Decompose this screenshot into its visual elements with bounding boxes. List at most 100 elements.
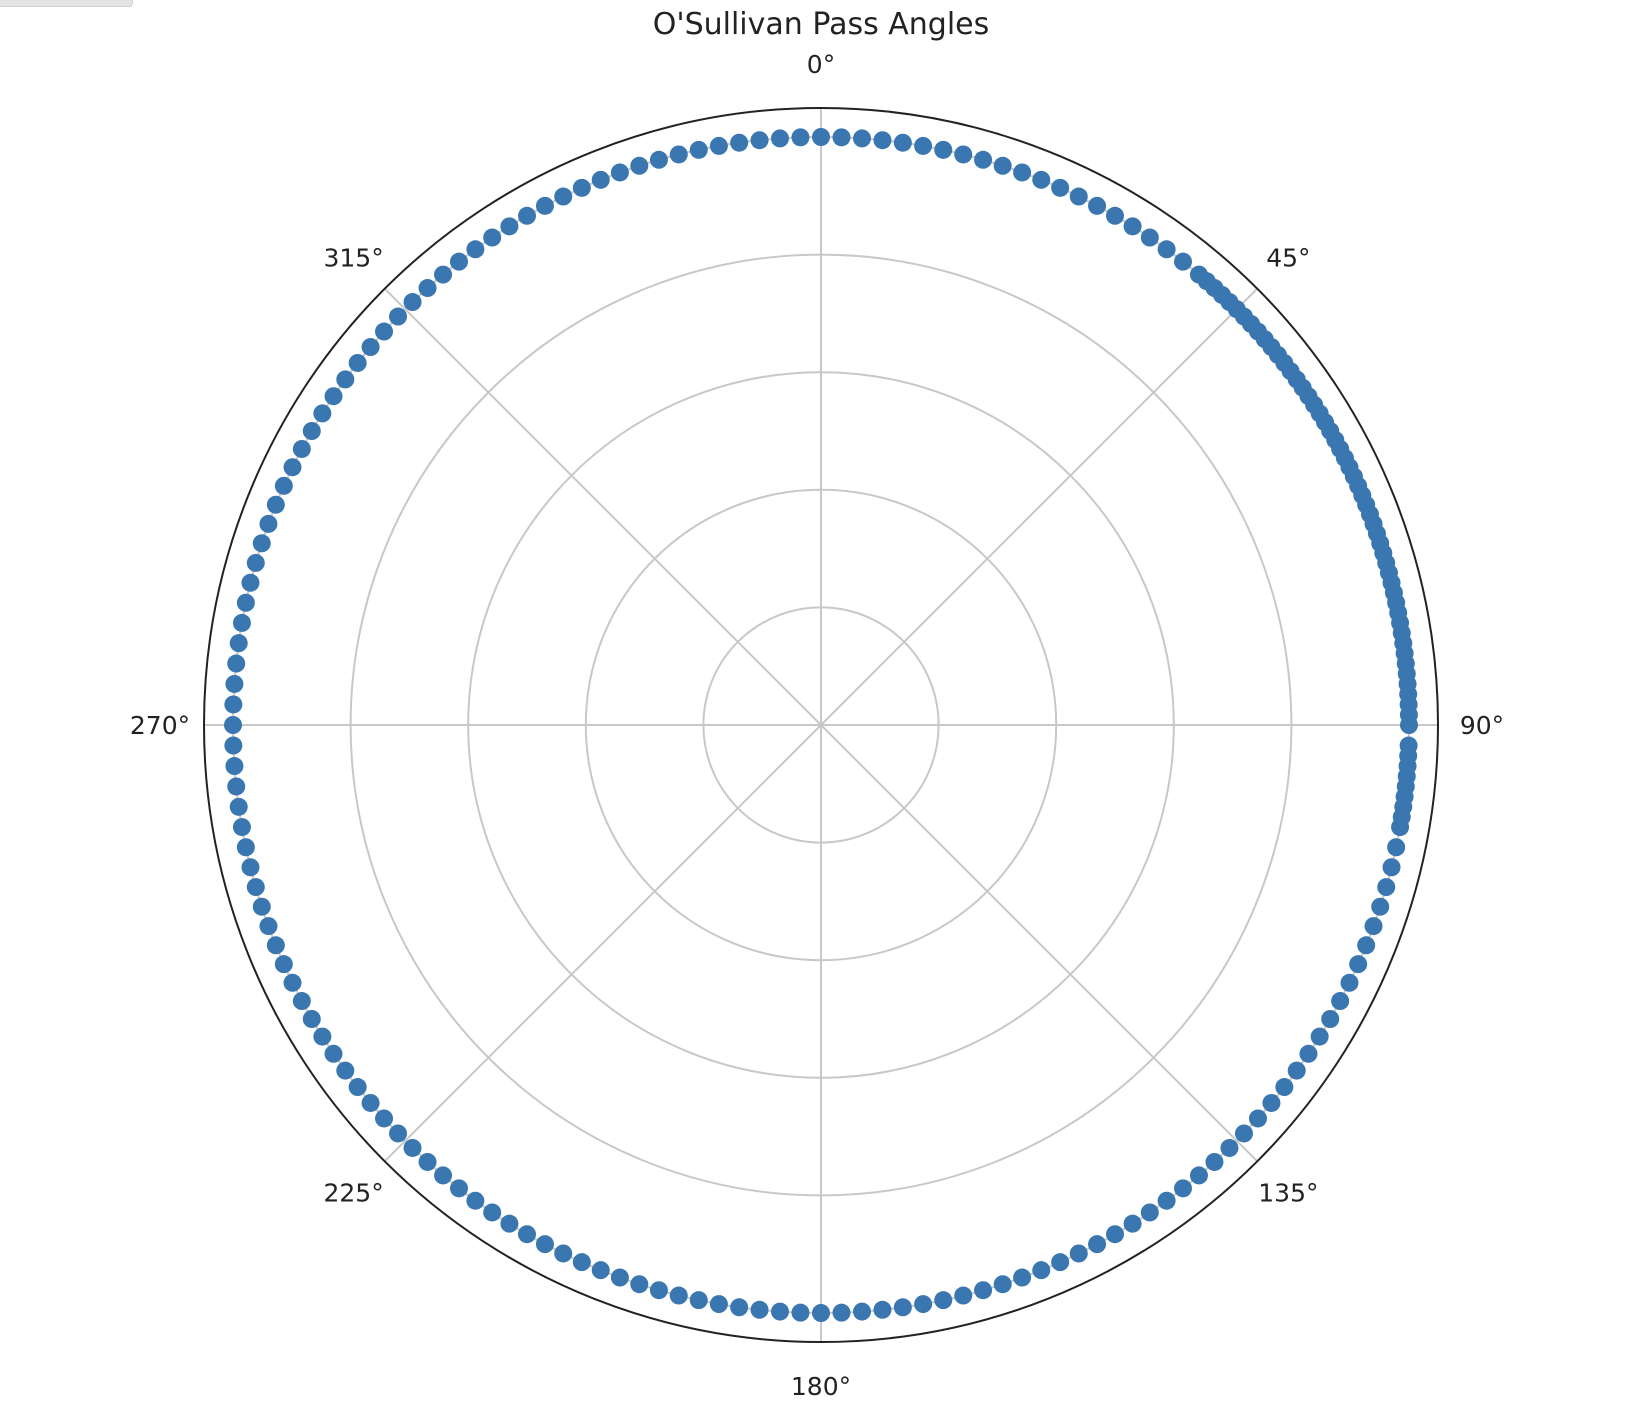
data-point [709,1295,728,1314]
data-point [1287,1061,1306,1080]
data-point [274,955,293,974]
data-point [669,145,688,164]
data-point [1400,716,1418,734]
data-point [266,936,285,955]
data-point [791,1303,810,1322]
data-point [1234,1124,1253,1143]
data-point [224,736,243,755]
data-point [1123,1214,1142,1233]
data-point [227,654,246,673]
data-point [246,553,265,572]
data-point [873,1300,892,1319]
data-point [630,156,649,175]
data-point [1140,228,1159,247]
data-point [1364,917,1383,936]
data-point [252,897,271,916]
data-point [1248,1109,1267,1128]
data-point [1377,878,1396,897]
data-point [232,818,251,837]
data-point [434,265,453,284]
data-point [229,797,248,816]
data-point [500,1214,519,1233]
data-point [649,150,668,169]
data-point [709,136,728,155]
data-point [259,514,278,533]
angle-tick-label: 180° [791,1372,851,1401]
data-point [630,1275,649,1294]
data-point [274,476,293,495]
data-point [1391,818,1410,837]
data-point [1321,1010,1340,1028]
data-point [1174,252,1193,271]
data-point [1032,1261,1051,1280]
data-point [1069,1244,1088,1263]
data-point [241,858,260,877]
data-point [1205,1152,1224,1171]
data-point [302,1010,321,1028]
data-point [348,1078,367,1097]
data-point [252,534,271,553]
data-point [669,1286,688,1305]
data-point [449,252,468,271]
data-point [832,128,851,147]
chart-title: O'Sullivan Pass Angles [653,7,990,42]
data-point [1189,1166,1208,1185]
data-point [1088,1235,1107,1254]
data-point [1220,1138,1239,1157]
data-point [610,163,629,182]
data-point [689,140,708,159]
angular-grid [204,108,1438,1342]
data-point [1088,196,1107,215]
data-point [974,150,993,169]
data-point [954,145,973,164]
data-point [1262,1093,1281,1112]
data-point [893,1298,912,1317]
data-point [224,716,242,734]
data-point [730,1298,749,1317]
data-point [873,131,892,150]
data-point [232,613,251,632]
data-points [224,128,1418,1322]
data-point [403,293,422,312]
data-point [853,1302,872,1321]
data-point [812,1304,830,1322]
data-point [1106,1225,1124,1244]
data-point [389,307,408,326]
data-point [1299,1044,1318,1063]
data-point [302,422,321,440]
data-point [283,458,302,477]
data-point [1032,170,1051,189]
data-point [324,1044,343,1063]
angular-grid-line [820,724,1258,1162]
data-point [292,439,311,458]
data-point [224,695,243,714]
data-point [361,1093,380,1112]
data-point [1357,936,1376,955]
data-point [283,973,302,992]
data-point [518,1225,536,1244]
data-point [1051,1253,1070,1272]
angle-tick-label: 45° [1266,244,1310,273]
data-point [375,1109,394,1128]
data-point [375,322,394,341]
data-point [730,133,749,152]
data-point [418,279,437,298]
angle-tick-label: 90° [1460,711,1504,740]
data-point [1140,1203,1159,1222]
data-point [236,593,255,612]
data-point [591,170,610,189]
angular-grid-line [384,288,822,726]
data-point [466,240,485,259]
data-point [535,196,554,215]
data-point [572,1253,591,1272]
data-point [241,573,260,592]
data-point [225,674,244,693]
data-point [418,1152,437,1171]
data-point [1310,1027,1329,1046]
data-point [750,1300,769,1319]
data-point [500,217,519,236]
data-point [292,992,311,1011]
data-point [572,178,591,197]
angle-tick-label: 0° [807,50,835,79]
